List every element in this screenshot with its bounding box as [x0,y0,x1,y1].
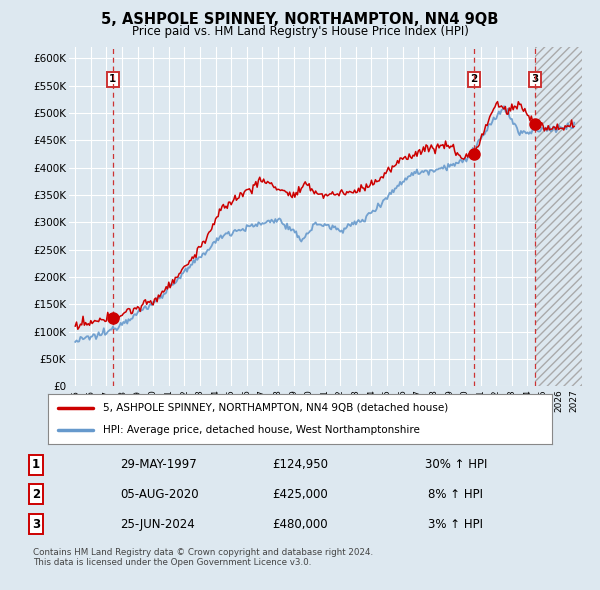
Text: £425,000: £425,000 [272,487,328,501]
Text: 29-MAY-1997: 29-MAY-1997 [120,458,197,471]
Text: Price paid vs. HM Land Registry's House Price Index (HPI): Price paid vs. HM Land Registry's House … [131,25,469,38]
Text: 8% ↑ HPI: 8% ↑ HPI [428,487,484,501]
Text: HPI: Average price, detached house, West Northamptonshire: HPI: Average price, detached house, West… [103,425,421,435]
Bar [535,47,582,386]
Text: 5, ASHPOLE SPINNEY, NORTHAMPTON, NN4 9QB (detached house): 5, ASHPOLE SPINNEY, NORTHAMPTON, NN4 9QB… [103,402,449,412]
Text: 05-AUG-2020: 05-AUG-2020 [120,487,199,501]
Text: 30% ↑ HPI: 30% ↑ HPI [425,458,487,471]
Text: 1: 1 [32,458,40,471]
Text: 5, ASHPOLE SPINNEY, NORTHAMPTON, NN4 9QB: 5, ASHPOLE SPINNEY, NORTHAMPTON, NN4 9QB [101,12,499,27]
Text: 2: 2 [32,487,40,501]
Text: 3: 3 [531,74,538,84]
Text: £124,950: £124,950 [272,458,328,471]
Text: 2: 2 [470,74,478,84]
Text: 3% ↑ HPI: 3% ↑ HPI [428,518,484,531]
Text: £480,000: £480,000 [272,518,328,531]
Text: Contains HM Land Registry data © Crown copyright and database right 2024.
This d: Contains HM Land Registry data © Crown c… [33,548,373,567]
Text: 25-JUN-2024: 25-JUN-2024 [120,518,195,531]
Text: 1: 1 [109,74,116,84]
Text: 3: 3 [32,518,40,531]
